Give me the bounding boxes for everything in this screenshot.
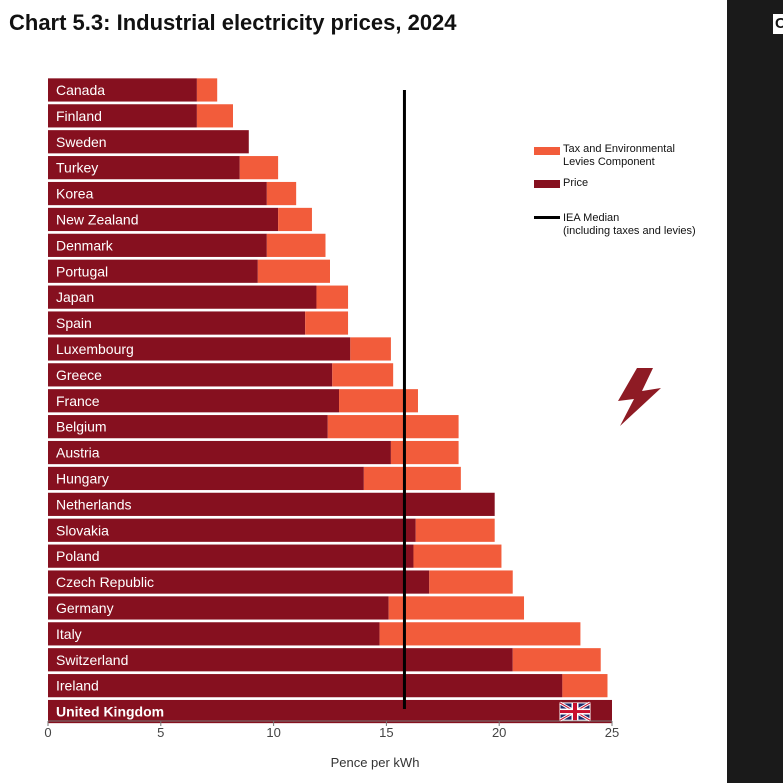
- adjacent-panel-title: C: [773, 14, 783, 34]
- bar-price-germany: [48, 596, 389, 620]
- bar-price-greece: [48, 363, 333, 387]
- bar-tax-canada: [196, 78, 218, 102]
- legend-median-label: IEA Median (including taxes and levies): [563, 212, 696, 237]
- category-label-luxembourg: Luxembourg: [56, 341, 134, 357]
- bar-price-ireland: [48, 674, 563, 698]
- category-label-switzerland: Switzerland: [56, 652, 128, 668]
- legend-price-swatch: [534, 180, 560, 188]
- bar-tax-switzerland: [512, 648, 601, 672]
- bar-tax-czech-republic: [429, 570, 513, 594]
- bar-tax-greece: [332, 363, 394, 387]
- bar-price-luxembourg: [48, 337, 351, 361]
- category-label-denmark: Denmark: [56, 237, 114, 253]
- category-label-korea: Korea: [56, 186, 94, 202]
- bar-price-france: [48, 389, 340, 413]
- lightning-bolt-icon: [618, 368, 661, 426]
- category-label-czech-republic: Czech Republic: [56, 574, 154, 590]
- bar-tax-austria: [390, 440, 459, 465]
- bar-price-belgium: [48, 415, 328, 439]
- legend-median-swatch: [534, 216, 560, 219]
- category-label-portugal: Portugal: [56, 263, 108, 279]
- chart-plot: Canada Finland Sweden Turkey Korea New Zealan…: [44, 78, 619, 740]
- category-label-japan: Japan: [56, 289, 94, 305]
- category-label-austria: Austria: [56, 445, 100, 461]
- x-tick-label: 20: [492, 725, 506, 740]
- legend-tax-label: Tax and Environmental Levies Component: [563, 143, 675, 168]
- bar-price-turkey: [48, 156, 240, 180]
- bar-price-slovakia: [48, 518, 416, 542]
- category-label-slovakia: Slovakia: [56, 522, 109, 538]
- category-label-belgium: Belgium: [56, 419, 107, 435]
- category-label-poland: Poland: [56, 548, 100, 564]
- bar-price-spain: [48, 311, 306, 335]
- x-tick-label: 10: [266, 725, 280, 740]
- bar-price-united-kingdom: [48, 699, 612, 724]
- bar-price-finland: [48, 104, 197, 128]
- bar-price-korea: [48, 181, 267, 206]
- category-label-finland: Finland: [56, 108, 102, 124]
- bar-price-japan: [48, 285, 317, 309]
- bar-tax-belgium: [327, 415, 459, 439]
- bar-tax-germany: [388, 596, 525, 620]
- category-label-united-kingdom: United Kingdom: [56, 704, 164, 720]
- bar-price-poland: [48, 544, 414, 568]
- category-label-spain: Spain: [56, 315, 92, 331]
- category-label-turkey: Turkey: [56, 160, 98, 176]
- bar-tax-italy: [379, 622, 581, 646]
- bar-price-portugal: [48, 259, 258, 283]
- bar-tax-finland: [196, 104, 233, 128]
- bar-tax-slovakia: [415, 518, 495, 542]
- category-label-new-zealand: New Zealand: [56, 211, 139, 227]
- category-label-france: France: [56, 393, 100, 409]
- legend-tax-swatch: [534, 147, 560, 155]
- category-label-netherlands: Netherlands: [56, 496, 132, 512]
- x-tick-label: 5: [157, 725, 164, 740]
- bar-tax-hungary: [363, 466, 461, 491]
- bar-tax-portugal: [257, 259, 330, 283]
- chart-panel: Chart 5.3: Industrial electricity prices…: [0, 0, 727, 783]
- bar-price-hungary: [48, 466, 364, 491]
- adjacent-panel: C: [727, 0, 783, 783]
- category-label-canada: Canada: [56, 82, 105, 98]
- bar-price-canada: [48, 78, 197, 102]
- category-label-greece: Greece: [56, 367, 102, 383]
- category-label-germany: Germany: [56, 600, 114, 616]
- x-tick-label: 15: [379, 725, 393, 740]
- bar-tax-france: [339, 389, 418, 413]
- bar-tax-japan: [316, 285, 349, 309]
- bar-tax-turkey: [239, 156, 279, 180]
- category-label-ireland: Ireland: [56, 678, 99, 694]
- legend-price-label: Price: [563, 177, 589, 189]
- x-axis-title: Pence per kWh: [330, 755, 420, 770]
- category-label-italy: Italy: [56, 626, 82, 642]
- bar-price-denmark: [48, 233, 267, 257]
- x-tick-label: 0: [44, 725, 51, 740]
- bar-price-austria: [48, 440, 391, 465]
- chart-title: Chart 5.3: Industrial electricity prices…: [9, 10, 457, 35]
- bar-price-sweden: [48, 130, 249, 154]
- bar-tax-ireland: [562, 674, 608, 698]
- category-label-sweden: Sweden: [56, 134, 107, 150]
- bar-price-new-zealand: [48, 207, 279, 232]
- bar-price-italy: [48, 622, 380, 646]
- bar-tax-new-zealand: [278, 207, 312, 232]
- bar-tax-korea: [266, 181, 297, 206]
- bar-tax-poland: [413, 544, 502, 568]
- x-tick-label: 25: [605, 725, 619, 740]
- bar-tax-denmark: [266, 233, 326, 257]
- uk-flag-icon: [559, 701, 591, 722]
- bar-price-czech-republic: [48, 570, 430, 594]
- bar-tax-spain: [305, 311, 349, 335]
- bar-price-switzerland: [48, 648, 513, 672]
- bar-price-netherlands: [48, 492, 495, 516]
- bar-tax-luxembourg: [350, 337, 391, 361]
- category-label-hungary: Hungary: [56, 470, 109, 486]
